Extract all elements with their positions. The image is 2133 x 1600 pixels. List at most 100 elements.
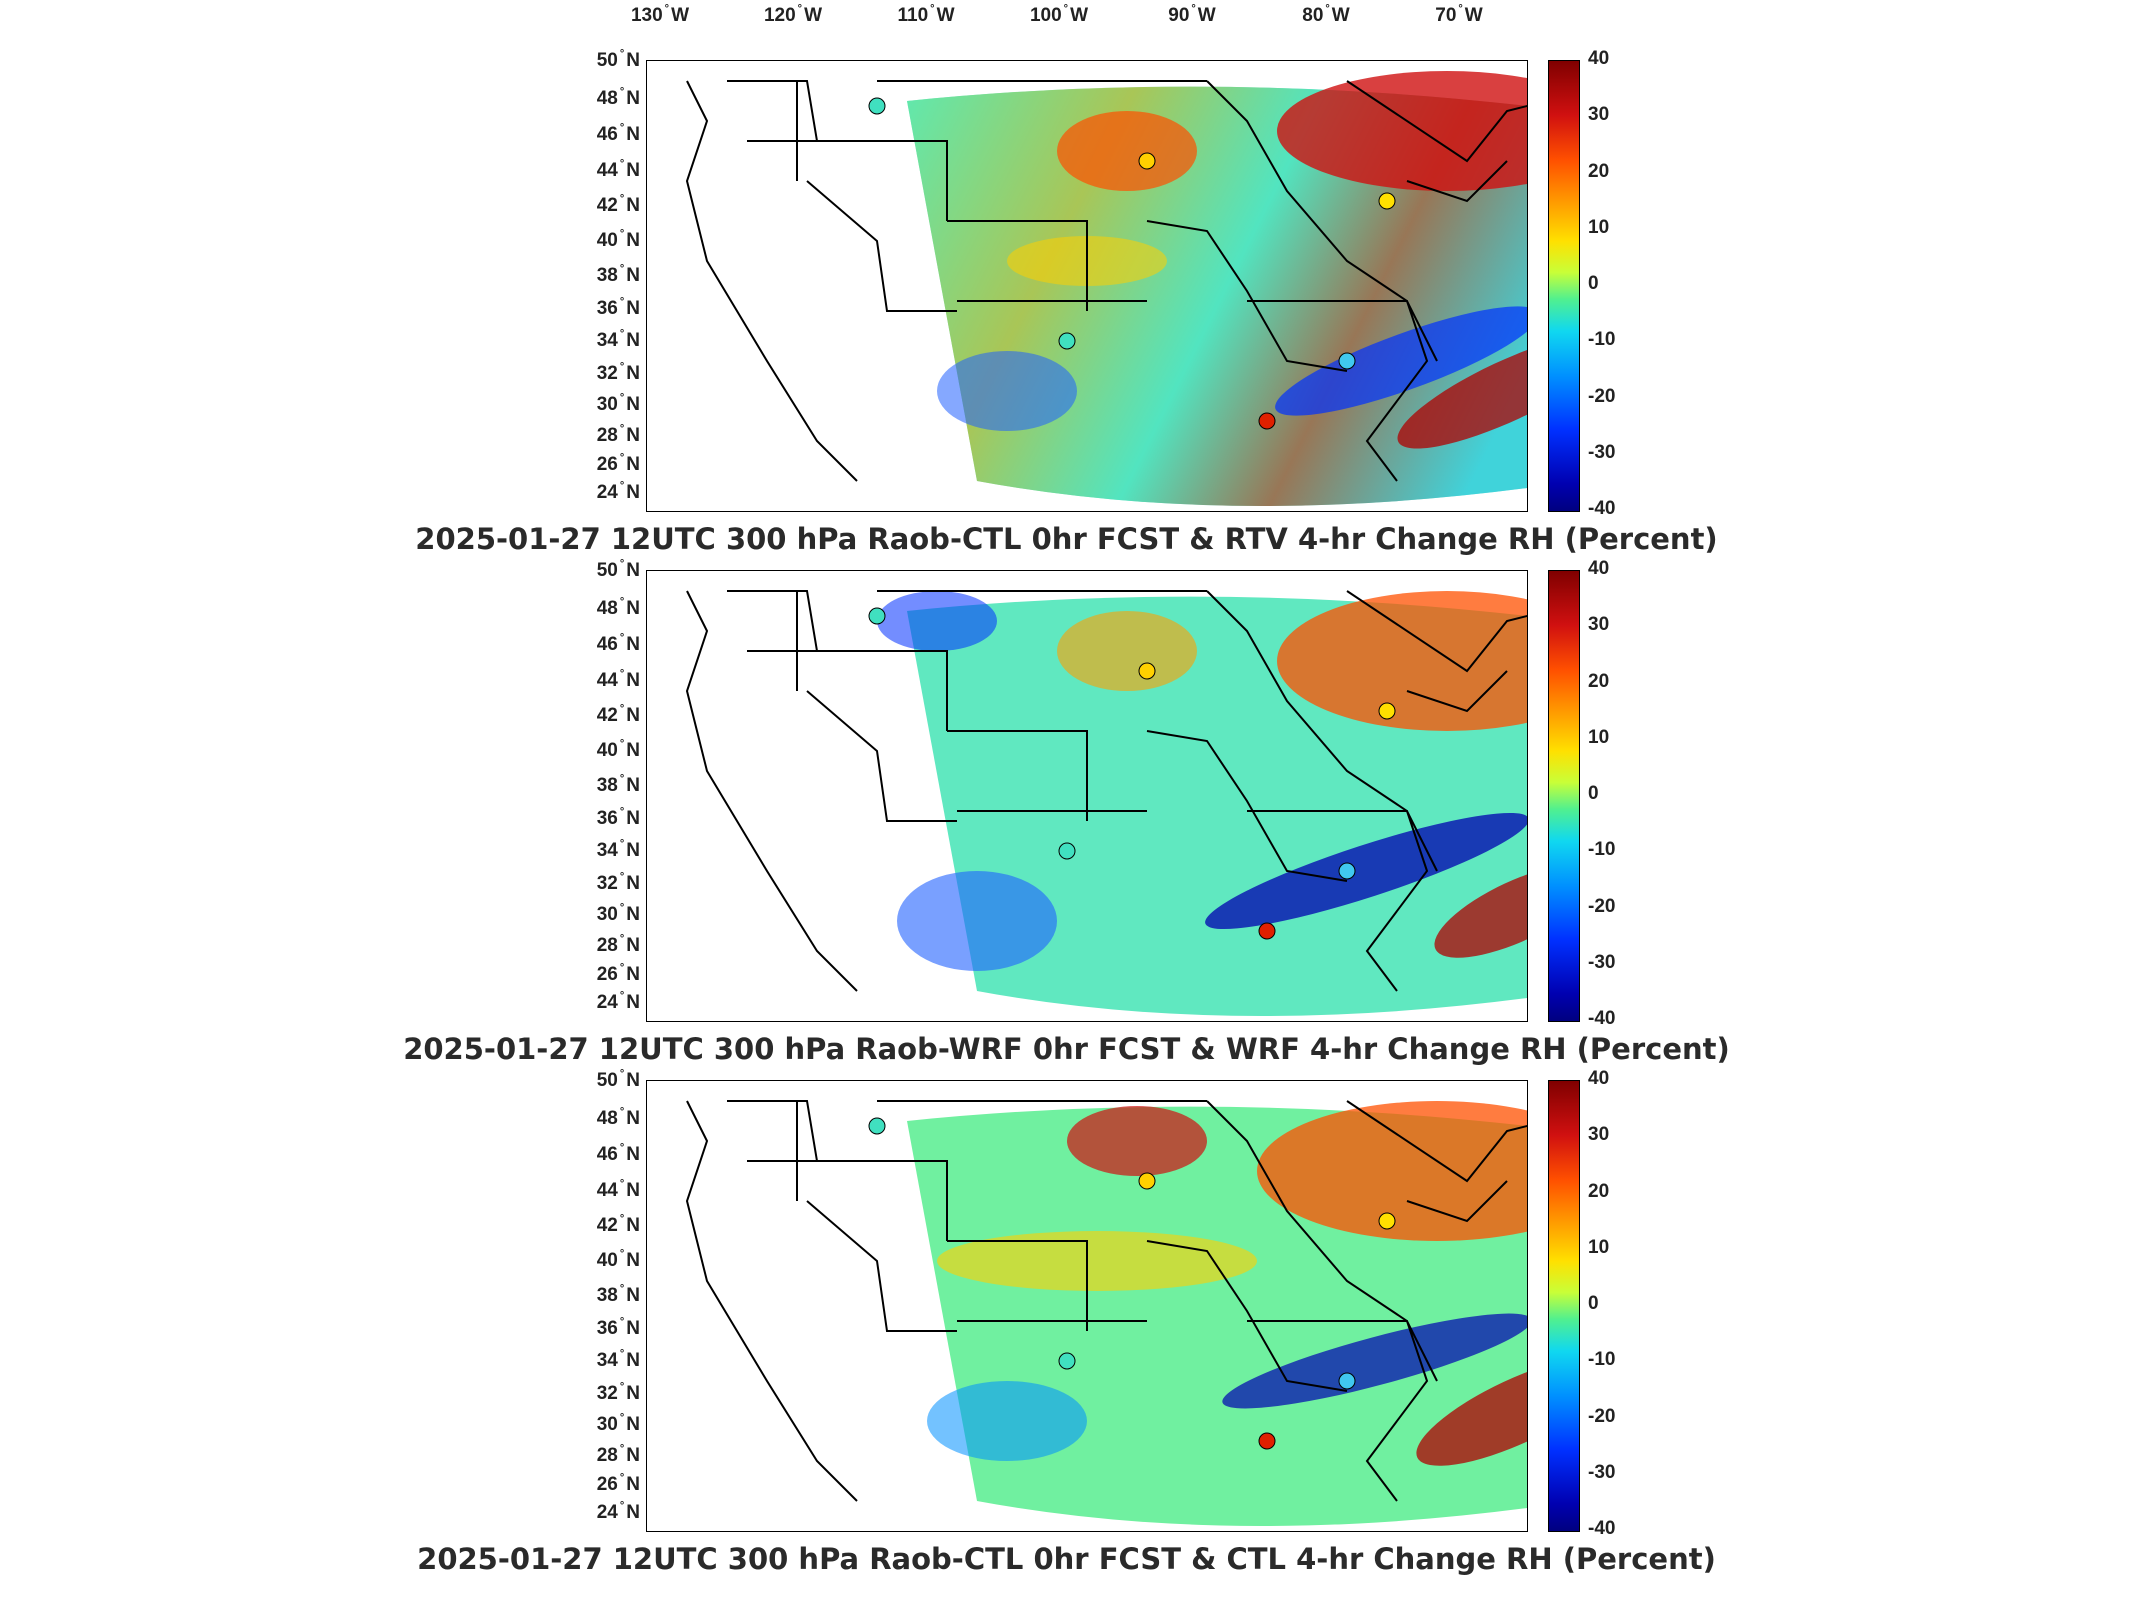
colorbar-tick-label: 10 <box>1588 726 1610 748</box>
lon-label: 90 ° W <box>1168 3 1216 26</box>
lon-label: 130 ° W <box>630 3 690 26</box>
colorbar <box>1548 1080 1580 1532</box>
lat-label: 34 ° N <box>596 328 640 351</box>
panel-title: 2025-01-27 12UTC 300 hPa Raob-CTL 0hr FC… <box>417 1542 1716 1576</box>
dry-band <box>1205 812 1527 930</box>
lat-label: 26 ° N <box>596 452 640 475</box>
raob-station <box>1138 662 1156 680</box>
dry-region <box>937 351 1077 431</box>
colorbar-tick-label: -10 <box>1588 329 1616 351</box>
colorbar-tick-label: -20 <box>1588 895 1616 917</box>
colorbar-tick-label: 20 <box>1588 670 1610 692</box>
lat-label: 42 ° N <box>596 703 640 726</box>
raob-station <box>1058 332 1076 350</box>
lat-label: 36 ° N <box>596 1316 640 1339</box>
raob-station <box>868 607 886 625</box>
lat-label: 44 ° N <box>596 1178 640 1201</box>
colorbar-tick-label: 10 <box>1588 216 1610 238</box>
raob-station <box>1378 702 1396 720</box>
lat-label: 40 ° N <box>596 738 640 761</box>
lat-label: 28 ° N <box>596 1443 640 1466</box>
raob-station <box>1378 1212 1396 1230</box>
raob-station <box>1138 152 1156 170</box>
dry-region <box>897 871 1057 971</box>
colorbar-tick-label: 30 <box>1588 104 1610 126</box>
colorbar <box>1548 570 1580 1022</box>
lat-label: 40 ° N <box>596 1248 640 1271</box>
panel-title: 2025-01-27 12UTC 300 hPa Raob-CTL 0hr FC… <box>415 522 1718 556</box>
lat-label: 44 ° N <box>596 668 640 691</box>
raob-station <box>868 97 886 115</box>
colorbar-tick-label: -40 <box>1588 1518 1616 1539</box>
lat-label: 42 ° N <box>596 1213 640 1236</box>
lat-label: 38 ° N <box>596 1283 640 1306</box>
colorbar-tick-label: -20 <box>1588 1405 1616 1427</box>
moist-region <box>1277 591 1527 731</box>
lon-label: 110 ° W <box>897 3 955 26</box>
lon-label: 100 ° W <box>1029 3 1089 26</box>
colorbar-tick-label: -30 <box>1588 1461 1616 1483</box>
colorbar-tick-label: 20 <box>1588 1180 1610 1202</box>
lat-label: 32 ° N <box>596 871 640 894</box>
raob-station <box>1258 412 1276 430</box>
colorbar-tick-label: -20 <box>1588 385 1616 407</box>
colorbar-tick-label: 40 <box>1588 558 1610 579</box>
state-boundaries <box>685 590 1527 992</box>
lat-label: 34 ° N <box>596 1348 640 1371</box>
lat-label: 48 ° N <box>596 86 640 109</box>
lat-label: 32 ° N <box>596 1381 640 1404</box>
map-frame <box>646 60 1528 512</box>
colorbar-tick-label: 40 <box>1588 1068 1610 1089</box>
colorbar-tick-label: 40 <box>1588 48 1610 69</box>
colorbar-tick-label: -10 <box>1588 1349 1616 1371</box>
lat-label: 48 ° N <box>596 596 640 619</box>
raob-station <box>1058 1352 1076 1370</box>
colorbar-tick-label: -40 <box>1588 1008 1616 1029</box>
lat-label: 32 ° N <box>596 361 640 384</box>
lat-label: 36 ° N <box>596 806 640 829</box>
colorbar-tick-label: 30 <box>1588 614 1610 636</box>
raob-station <box>1058 842 1076 860</box>
moist-region <box>1257 1101 1527 1241</box>
colorbar-tick-label: -10 <box>1588 839 1616 861</box>
colorbar-tick-label: -30 <box>1588 951 1616 973</box>
state-boundaries <box>685 1100 1527 1502</box>
raob-station <box>1378 192 1396 210</box>
raob-station <box>1338 862 1356 880</box>
lat-label: 42 ° N <box>596 193 640 216</box>
colorbar-tick-label: 30 <box>1588 1124 1610 1146</box>
moist-band <box>1416 1356 1527 1466</box>
lat-label: 24 ° N <box>596 480 640 503</box>
colorbar-tick-label: 10 <box>1588 1236 1610 1258</box>
moist-region <box>1067 1106 1207 1176</box>
lat-label: 24 ° N <box>596 990 640 1013</box>
raob-station <box>1258 922 1276 940</box>
colorbar-tick-label: 0 <box>1588 783 1599 804</box>
lat-label: 26 ° N <box>596 1472 640 1495</box>
state-boundaries <box>685 80 1527 482</box>
moist-region <box>1057 611 1197 691</box>
lat-label: 50 ° N <box>596 48 640 71</box>
lat-label: 30 ° N <box>596 392 640 415</box>
lat-label: 48 ° N <box>596 1106 640 1129</box>
lat-label: 46 ° N <box>596 1142 640 1165</box>
raob-station <box>1338 352 1356 370</box>
dry-band <box>1222 1313 1527 1409</box>
lon-label: 80 ° W <box>1302 3 1350 26</box>
moist-region <box>1057 111 1197 191</box>
raob-station <box>868 1117 886 1135</box>
raob-station <box>1138 1172 1156 1190</box>
lon-label: 120 ° W <box>763 3 823 26</box>
raob-station <box>1258 1432 1276 1450</box>
lat-label: 46 ° N <box>596 122 640 145</box>
colorbar-tick-label: -30 <box>1588 441 1616 463</box>
panel-title: 2025-01-27 12UTC 300 hPa Raob-WRF 0hr FC… <box>403 1032 1730 1066</box>
lat-label: 28 ° N <box>596 933 640 956</box>
moist-band <box>1434 864 1527 958</box>
colorbar-tick-label: 0 <box>1588 273 1599 294</box>
raob-station <box>1338 1372 1356 1390</box>
dry-region <box>927 1381 1087 1461</box>
lat-label: 44 ° N <box>596 158 640 181</box>
colorbar-tick-label: 0 <box>1588 1293 1599 1314</box>
lat-label: 30 ° N <box>596 1412 640 1435</box>
